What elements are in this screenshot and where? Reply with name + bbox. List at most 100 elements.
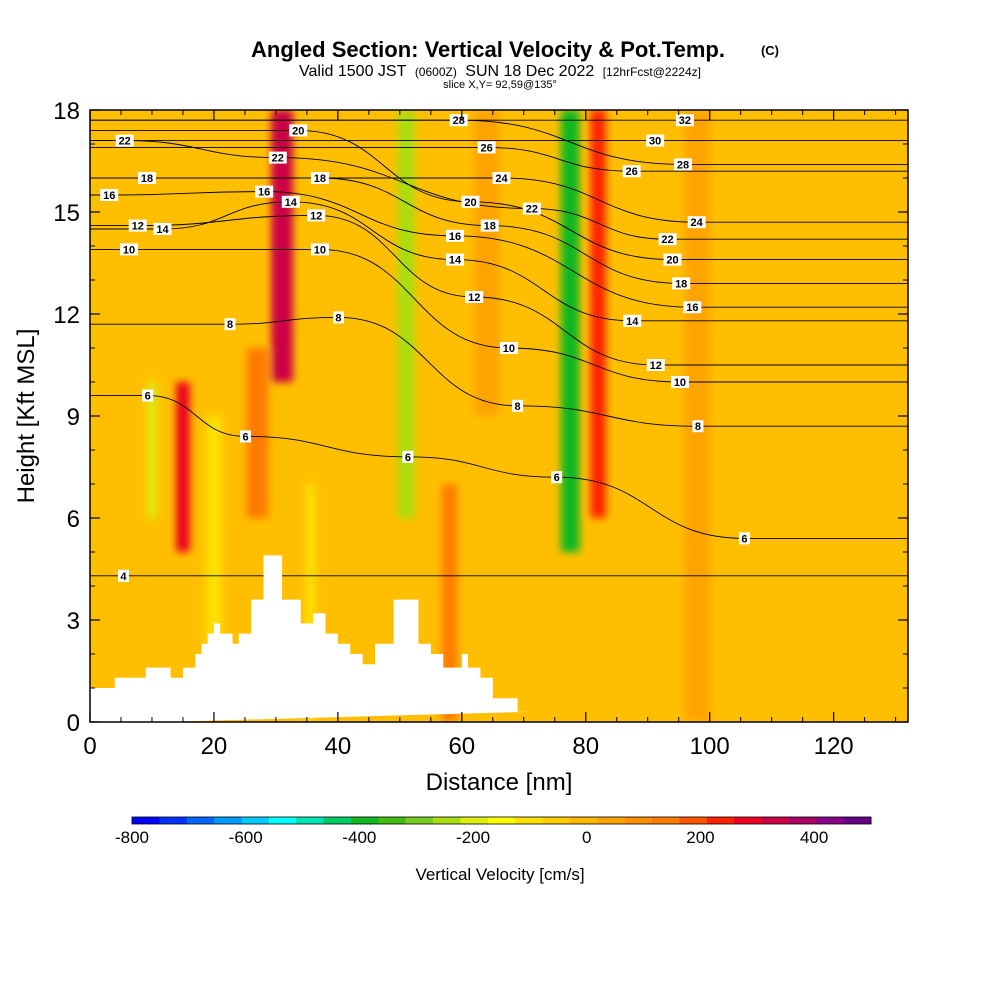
y-tick-label: 9: [67, 404, 80, 431]
colorbar-swatch: [350, 817, 379, 824]
colorbar-swatch: [706, 817, 735, 824]
colorbar-swatch: [597, 817, 626, 824]
svg-text:26: 26: [480, 142, 492, 154]
colorbar-swatch: [569, 817, 598, 824]
svg-text:18: 18: [484, 221, 496, 233]
velocity-band: [305, 484, 315, 722]
svg-text:8: 8: [695, 421, 701, 433]
svg-text:18: 18: [675, 278, 687, 290]
svg-text:10: 10: [503, 343, 515, 355]
colorbar-swatch: [816, 817, 845, 824]
contour-label: 14: [153, 223, 172, 236]
velocity-band: [441, 484, 458, 722]
svg-text:6: 6: [145, 391, 151, 403]
x-tick-label: 20: [201, 733, 228, 760]
colorbar-swatch: [843, 817, 872, 824]
svg-text:8: 8: [335, 312, 341, 324]
contour-label: 6: [240, 430, 252, 443]
svg-text:16: 16: [103, 190, 115, 202]
contour-label: 18: [480, 219, 499, 233]
svg-text:16: 16: [449, 231, 461, 243]
chart-title-tag: (C): [761, 43, 779, 58]
contour-label: 10: [670, 376, 689, 389]
axes: 0 20 40 60 80 100 120 0 3 6 9 12 15 18: [53, 98, 908, 760]
contour-label: 22: [115, 134, 134, 148]
colorbar-swatch: [159, 817, 188, 824]
y-axis-label: Height [Kft MSL]: [13, 329, 40, 504]
x-tick-label: 80: [572, 733, 599, 760]
colorbar-tick-label: 400: [800, 828, 828, 847]
svg-text:6: 6: [405, 452, 411, 464]
contour-label: 6: [142, 389, 154, 403]
svg-text:6: 6: [741, 533, 747, 545]
contour-label: 12: [128, 219, 147, 233]
colorbar-swatch: [268, 817, 297, 824]
x-tick-label: 0: [83, 733, 96, 760]
velocity-band: [397, 110, 415, 518]
contour-label: 14: [281, 195, 300, 209]
contour-line-26: [90, 146, 908, 172]
svg-text:24: 24: [691, 217, 704, 229]
svg-text:6: 6: [242, 431, 248, 443]
x-tick-label: 120: [814, 733, 854, 760]
contour-label: 22: [658, 233, 677, 246]
contour-label: 12: [646, 359, 665, 372]
colorbar-swatch: [515, 817, 544, 824]
contour-label: 30: [646, 134, 665, 148]
svg-text:12: 12: [132, 221, 144, 233]
svg-text:18: 18: [141, 173, 153, 185]
contour-label: 18: [672, 277, 691, 290]
colorbar-swatch: [186, 817, 215, 824]
colorbar-tick-label: -200: [456, 828, 490, 847]
svg-text:20: 20: [666, 255, 678, 267]
colorbar-swatch: [132, 817, 160, 824]
svg-text:22: 22: [661, 234, 673, 246]
contour-label: 12: [307, 209, 326, 222]
x-tick-label: 40: [325, 733, 352, 760]
svg-text:14: 14: [156, 224, 169, 236]
colorbar-tick-label: -800: [115, 828, 149, 847]
chart-title: Angled Section: Vertical Velocity & Pot.…: [251, 37, 725, 62]
y-tick-label: 18: [53, 98, 80, 125]
colorbar-label: Vertical Velocity [cm/s]: [415, 865, 584, 884]
svg-text:12: 12: [650, 360, 662, 372]
contour-label: 20: [289, 124, 308, 137]
valid-line: Valid 1500 JST (0600Z) SUN 18 Dec 2022 […: [299, 63, 701, 80]
contour-label: 10: [120, 243, 139, 256]
contour-label: 8: [332, 311, 344, 324]
svg-text:12: 12: [468, 292, 480, 304]
svg-text:14: 14: [626, 316, 639, 328]
contour-label: 28: [674, 158, 693, 171]
contour-label: 16: [100, 189, 119, 202]
svg-text:8: 8: [227, 319, 233, 331]
contour-label: 20: [461, 195, 480, 209]
velocity-band: [560, 110, 580, 552]
svg-text:6: 6: [554, 472, 560, 484]
svg-text:26: 26: [625, 166, 637, 178]
contour-label: 22: [522, 202, 541, 216]
contour-line-12: [90, 214, 908, 366]
contour-label: 10: [310, 243, 329, 256]
contour-label: 18: [310, 172, 329, 185]
contour-line-22: [90, 140, 908, 240]
svg-text:14: 14: [449, 255, 462, 267]
svg-text:10: 10: [314, 244, 326, 256]
contour-label: 22: [268, 151, 287, 165]
contour-label: 14: [446, 253, 465, 267]
contour-line-16: [90, 191, 908, 308]
contour-label: 24: [687, 216, 706, 229]
svg-text:22: 22: [272, 153, 284, 165]
y-tick-label: 0: [67, 710, 80, 737]
colorbar: -800 -600 -400 -200 0 200 400: [115, 816, 872, 847]
contour-label: 26: [477, 141, 496, 154]
svg-text:18: 18: [314, 173, 326, 185]
y-tick-label: 12: [53, 302, 80, 329]
x-axis-label: Distance [nm]: [426, 769, 573, 796]
colorbar-swatch: [296, 817, 325, 824]
colorbar-tick-label: 200: [686, 828, 714, 847]
contour-label: 10: [499, 342, 518, 355]
svg-text:16: 16: [258, 187, 270, 199]
y-tick-label: 3: [67, 608, 80, 635]
